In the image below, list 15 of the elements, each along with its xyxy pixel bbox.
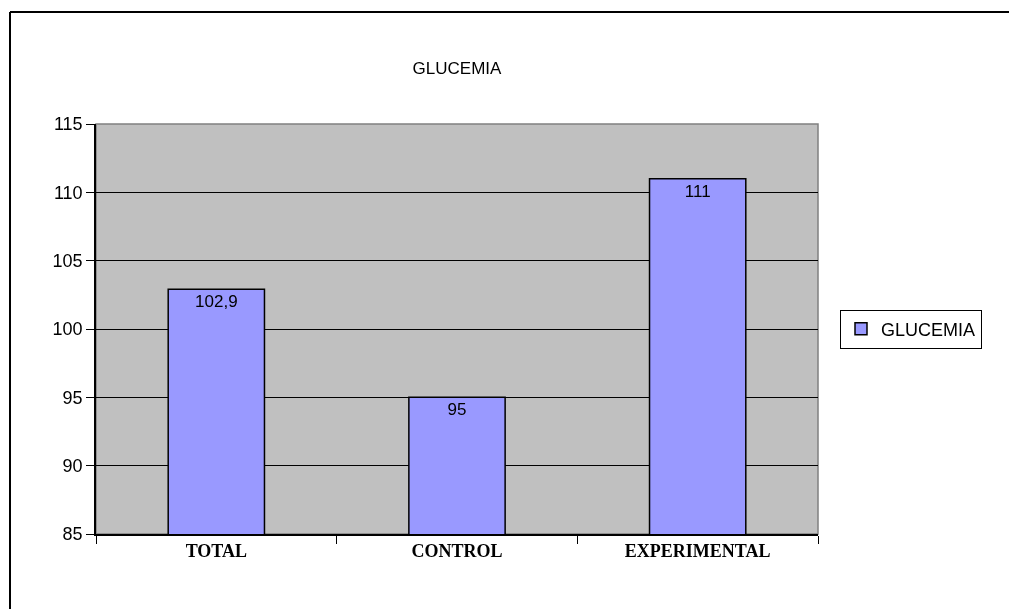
y-tick-label: 85 [62, 524, 83, 545]
y-tick-label: 105 [52, 250, 83, 271]
x-tick-label: EXPERIMENTAL [624, 541, 771, 562]
y-tick-label: 110 [53, 182, 83, 203]
x-tick-label: CONTROL [411, 541, 503, 562]
data-label: 102,9 [195, 292, 238, 312]
y-tick-label: 90 [62, 455, 83, 476]
y-tick-label: 100 [52, 319, 83, 340]
x-tick-label: TOTAL [185, 541, 248, 562]
legend-label: GLUCEMIA [881, 319, 976, 340]
y-tick-label: 95 [62, 387, 83, 408]
chart-title: GLUCEMIA [412, 58, 503, 78]
data-label: 95 [447, 400, 467, 420]
data-label: 111 [684, 181, 711, 201]
y-tick-label: 115 [53, 114, 83, 135]
